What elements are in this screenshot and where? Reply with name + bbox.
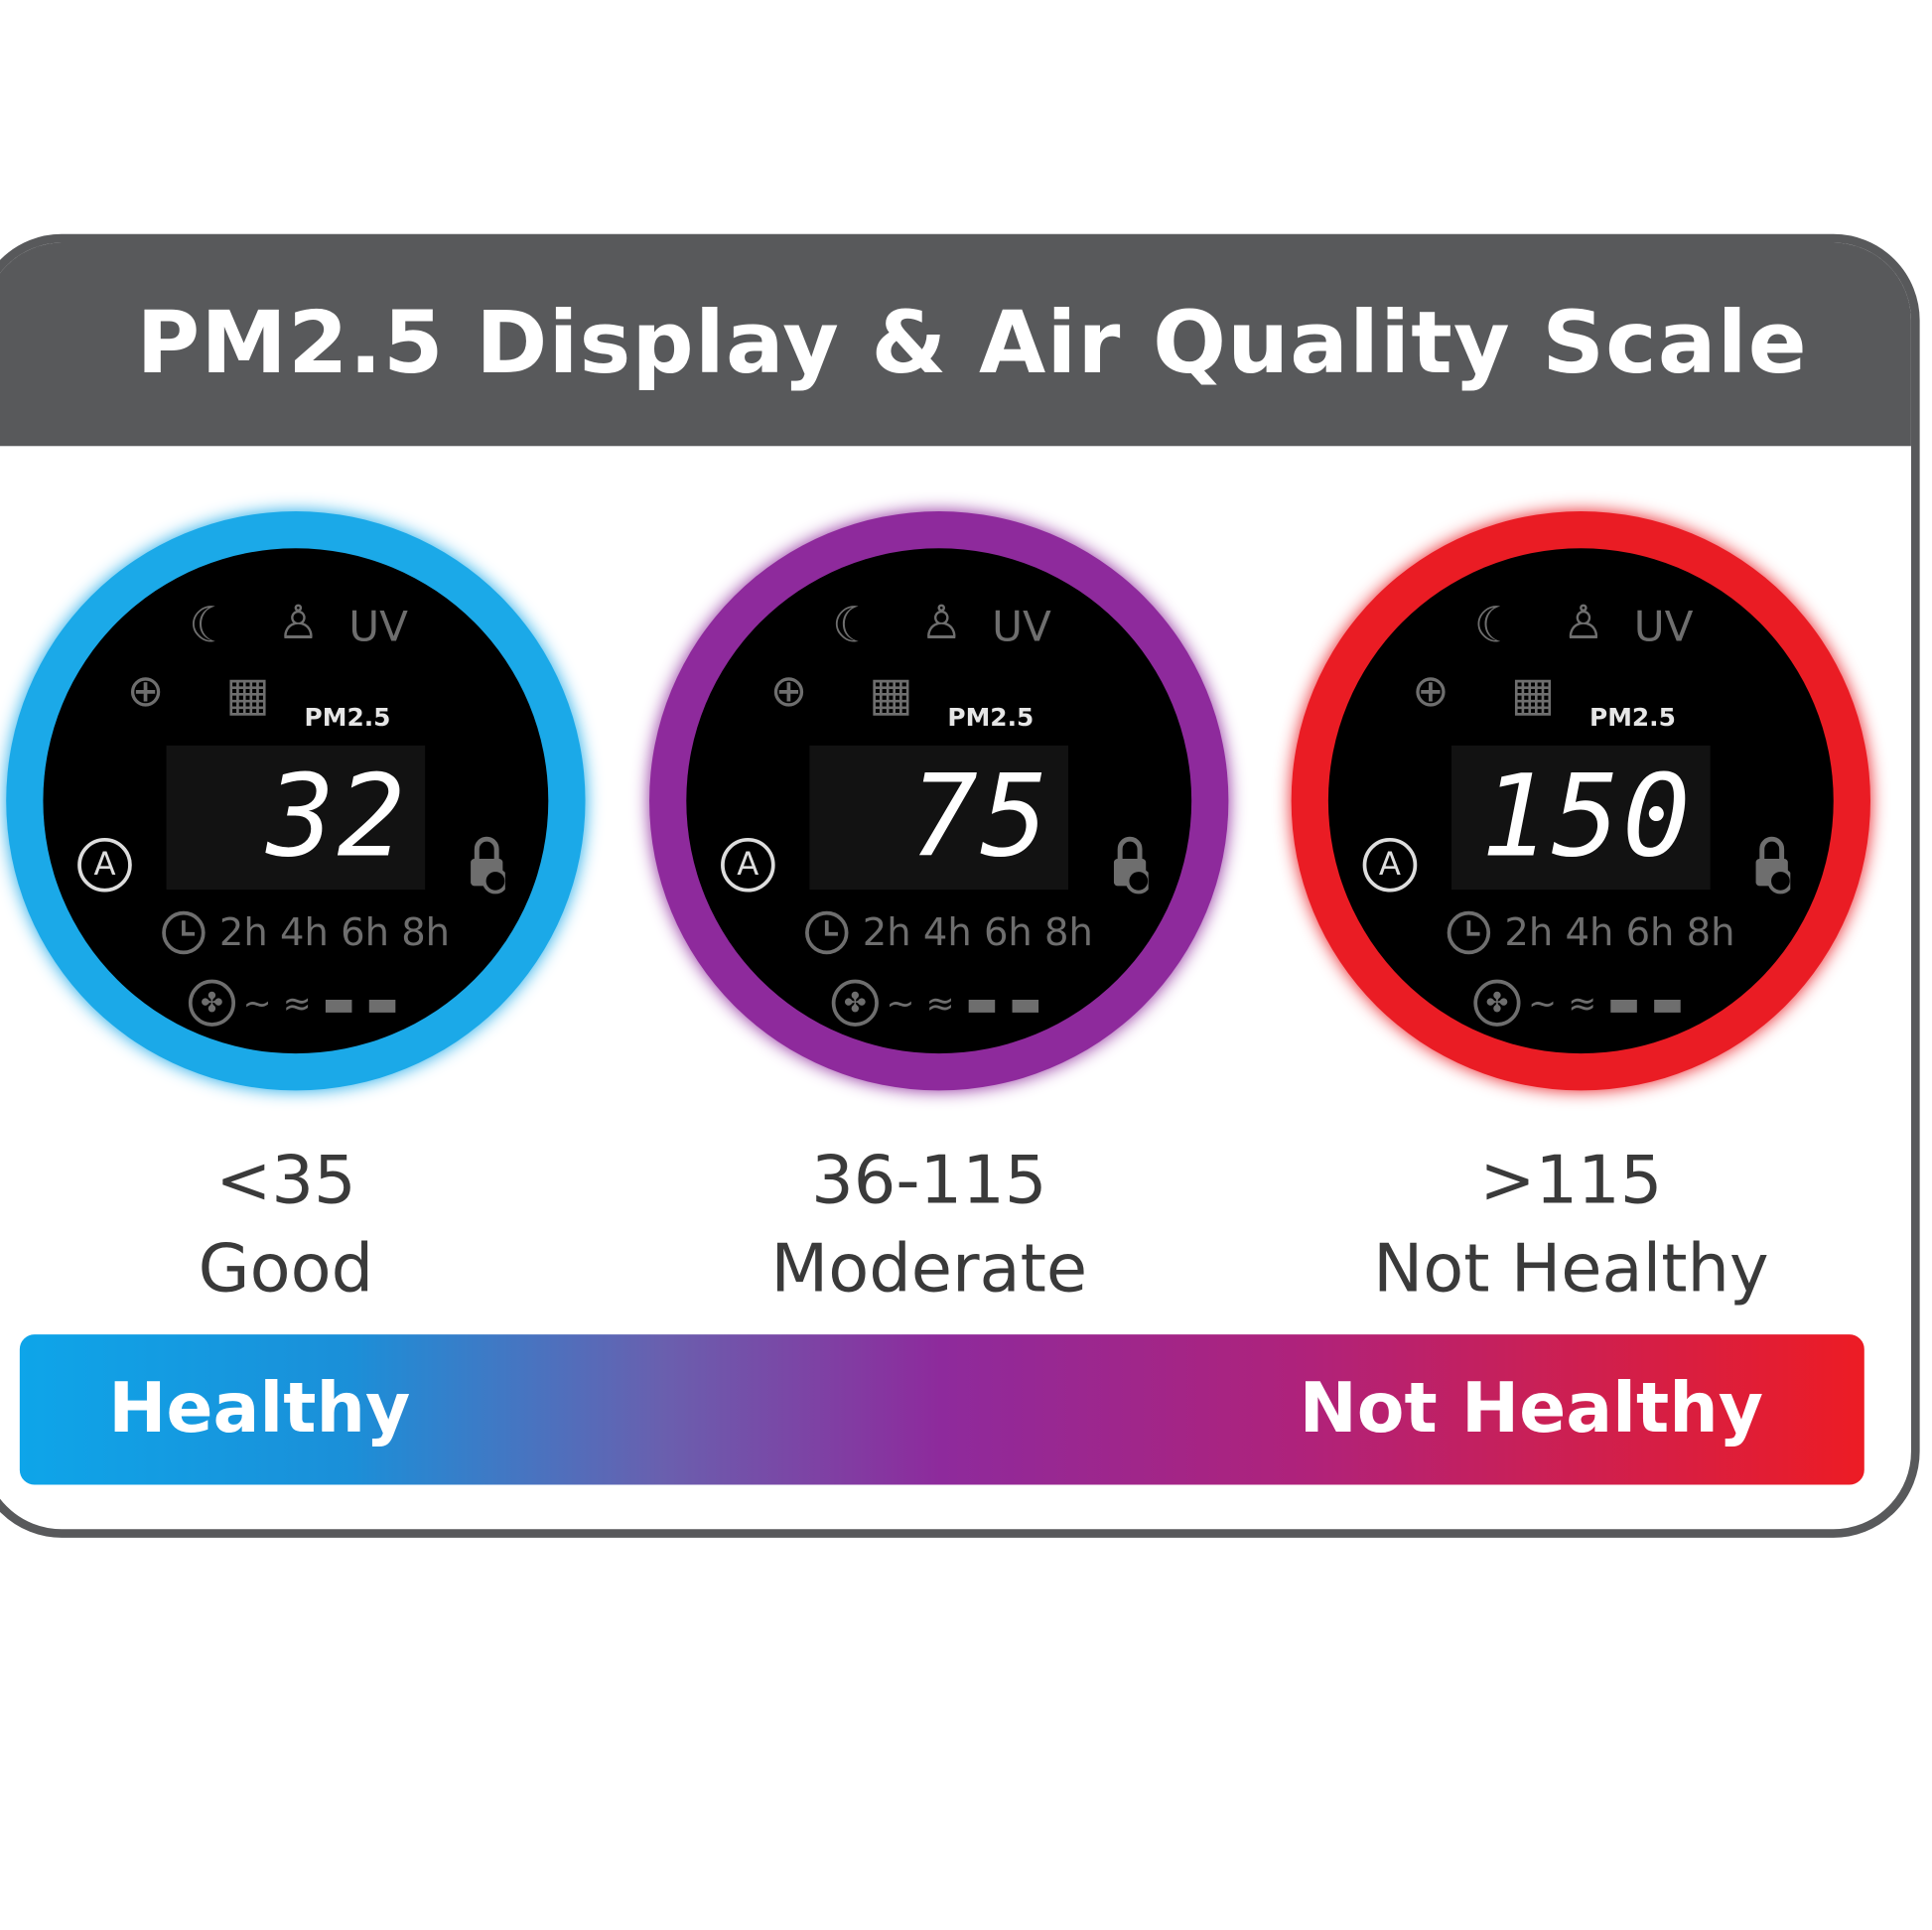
dial-screen: ☾ ♙ UV ⊕ ▦ PM2.5 75 A 2h 4h 6h 8h [686, 548, 1192, 1054]
range-value: <35 [215, 1141, 356, 1219]
auto-mode-icon: A [721, 837, 775, 893]
dial-screen: ☾ ♙ UV ⊕ ▦ PM2.5 150 A 2h 4h 6h 8h [1327, 548, 1834, 1054]
quality-level: Not Healthy [1373, 1229, 1769, 1308]
pm25-value: 150 [1480, 750, 1694, 883]
uv-icon: UV [348, 602, 408, 652]
person-icon: ♙ [1562, 595, 1605, 650]
moon-icon: ☾ [831, 597, 877, 655]
air-quality-gradient-bar: Healthy Not Healthy [19, 1334, 1864, 1485]
fan-icon: ✤ [1473, 979, 1521, 1027]
header: PM2.5 Display & Air Quality Scale [0, 242, 1911, 447]
fan-icon: ✤ [831, 979, 879, 1027]
uv-icon: UV [992, 602, 1051, 652]
range-label: >115 Not Healthy [1324, 1136, 1817, 1313]
lock-icon [1755, 836, 1791, 895]
filter-icon: ⊕ [126, 666, 165, 718]
range-label: <35 Good [40, 1136, 532, 1313]
grid-icon: ▦ [1510, 666, 1556, 722]
pm25-value: 32 [266, 750, 408, 883]
quality-level: Good [198, 1229, 374, 1308]
fan-row: ✤ ~ ≈ ▬ ▬ [188, 979, 399, 1027]
lock-icon [471, 836, 505, 895]
filter-icon: ⊕ [769, 666, 808, 718]
moon-icon: ☾ [188, 597, 233, 655]
pm25-label: PM2.5 [1589, 702, 1676, 733]
clock-icon [805, 910, 849, 955]
timer-options: 2h 4h 6h 8h [218, 910, 451, 955]
pm25-dial: ☾ ♙ UV ⊕ ▦ PM2.5 32 A 2h 4h 6h 8h [6, 511, 586, 1091]
clock-icon [162, 910, 206, 955]
pm25-dial: ☾ ♙ UV ⊕ ▦ PM2.5 150 A 2h 4h 6h 8h [1291, 511, 1870, 1091]
range-value: >115 [1479, 1141, 1663, 1219]
person-icon: ♙ [920, 595, 963, 650]
timer-options: 2h 4h 6h 8h [1504, 910, 1735, 955]
not-healthy-label: Not Healthy [1299, 1368, 1764, 1449]
fan-speeds: ~ ≈ ▬ ▬ [242, 982, 399, 1024]
pm25-dial: ☾ ♙ UV ⊕ ▦ PM2.5 75 A 2h 4h 6h 8h [649, 511, 1229, 1091]
moon-icon: ☾ [1473, 597, 1518, 655]
auto-mode-icon: A [77, 837, 132, 893]
fan-icon: ✤ [188, 979, 236, 1027]
clock-icon [1447, 910, 1491, 955]
timer-row: 2h 4h 6h 8h [803, 909, 1093, 956]
healthy-label: Healthy [108, 1368, 411, 1449]
value-display: 150 [1451, 745, 1711, 891]
timer-row: 2h 4h 6h 8h [160, 909, 450, 956]
range-label: 36-115 Moderate [683, 1136, 1175, 1313]
fan-speeds: ~ ≈ ▬ ▬ [886, 982, 1042, 1024]
grid-icon: ▦ [225, 666, 270, 722]
fan-row: ✤ ~ ≈ ▬ ▬ [831, 979, 1042, 1027]
timer-row: 2h 4h 6h 8h [1446, 909, 1735, 956]
value-display: 75 [809, 745, 1069, 891]
auto-mode-icon: A [1362, 837, 1418, 893]
dial-screen: ☾ ♙ UV ⊕ ▦ PM2.5 32 A 2h 4h 6h 8h [43, 548, 549, 1054]
value-display: 32 [166, 745, 426, 891]
grid-icon: ▦ [868, 666, 913, 722]
fan-speeds: ~ ≈ ▬ ▬ [1527, 982, 1685, 1024]
timer-options: 2h 4h 6h 8h [862, 910, 1093, 955]
pm25-value: 75 [909, 750, 1051, 883]
person-icon: ♙ [277, 595, 320, 650]
pm25-label: PM2.5 [304, 702, 391, 733]
page-title: PM2.5 Display & Air Quality Scale [136, 292, 1808, 393]
filter-icon: ⊕ [1412, 666, 1449, 718]
uv-icon: UV [1633, 602, 1694, 652]
pm25-label: PM2.5 [947, 702, 1035, 733]
lock-icon [1113, 836, 1149, 895]
fan-row: ✤ ~ ≈ ▬ ▬ [1473, 979, 1685, 1027]
quality-level: Moderate [770, 1229, 1088, 1308]
range-value: 36-115 [811, 1141, 1047, 1219]
